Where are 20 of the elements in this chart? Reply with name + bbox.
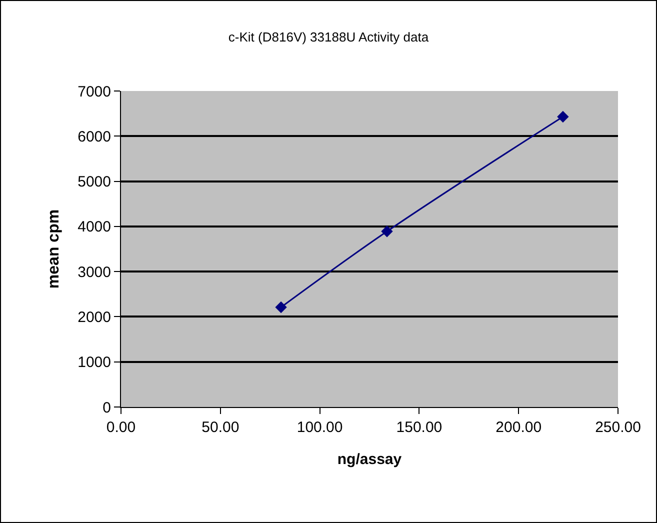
- point: [557, 110, 569, 123]
- y-tick-label: 4000: [78, 218, 111, 236]
- x-tick-label: 200.00: [496, 419, 542, 436]
- y-tick-label: 5000: [78, 174, 111, 191]
- y-tick-label: 1000: [78, 354, 111, 372]
- x-tick-label: 50.00: [202, 419, 240, 436]
- y-tick-label: 6000: [78, 128, 111, 146]
- x-axis-title: ng/assay: [337, 451, 402, 468]
- y-tick-label: 3000: [78, 264, 111, 281]
- point: [381, 226, 393, 238]
- y-axis-title: mean cpm: [46, 209, 63, 289]
- point: [275, 301, 287, 314]
- chart-title: c-Kit (D816V) 33188U Activity data: [228, 29, 430, 44]
- y-tick-label: 2000: [78, 308, 111, 326]
- x-tick-label: 100.00: [296, 419, 343, 436]
- x-tick-label: 150.00: [396, 419, 442, 436]
- x-tick-label: 0.00: [106, 419, 136, 436]
- y-tick-label: 7000: [78, 83, 111, 100]
- x-tick-label: 250.00: [595, 419, 641, 436]
- y-tick-label: 0: [102, 399, 111, 416]
